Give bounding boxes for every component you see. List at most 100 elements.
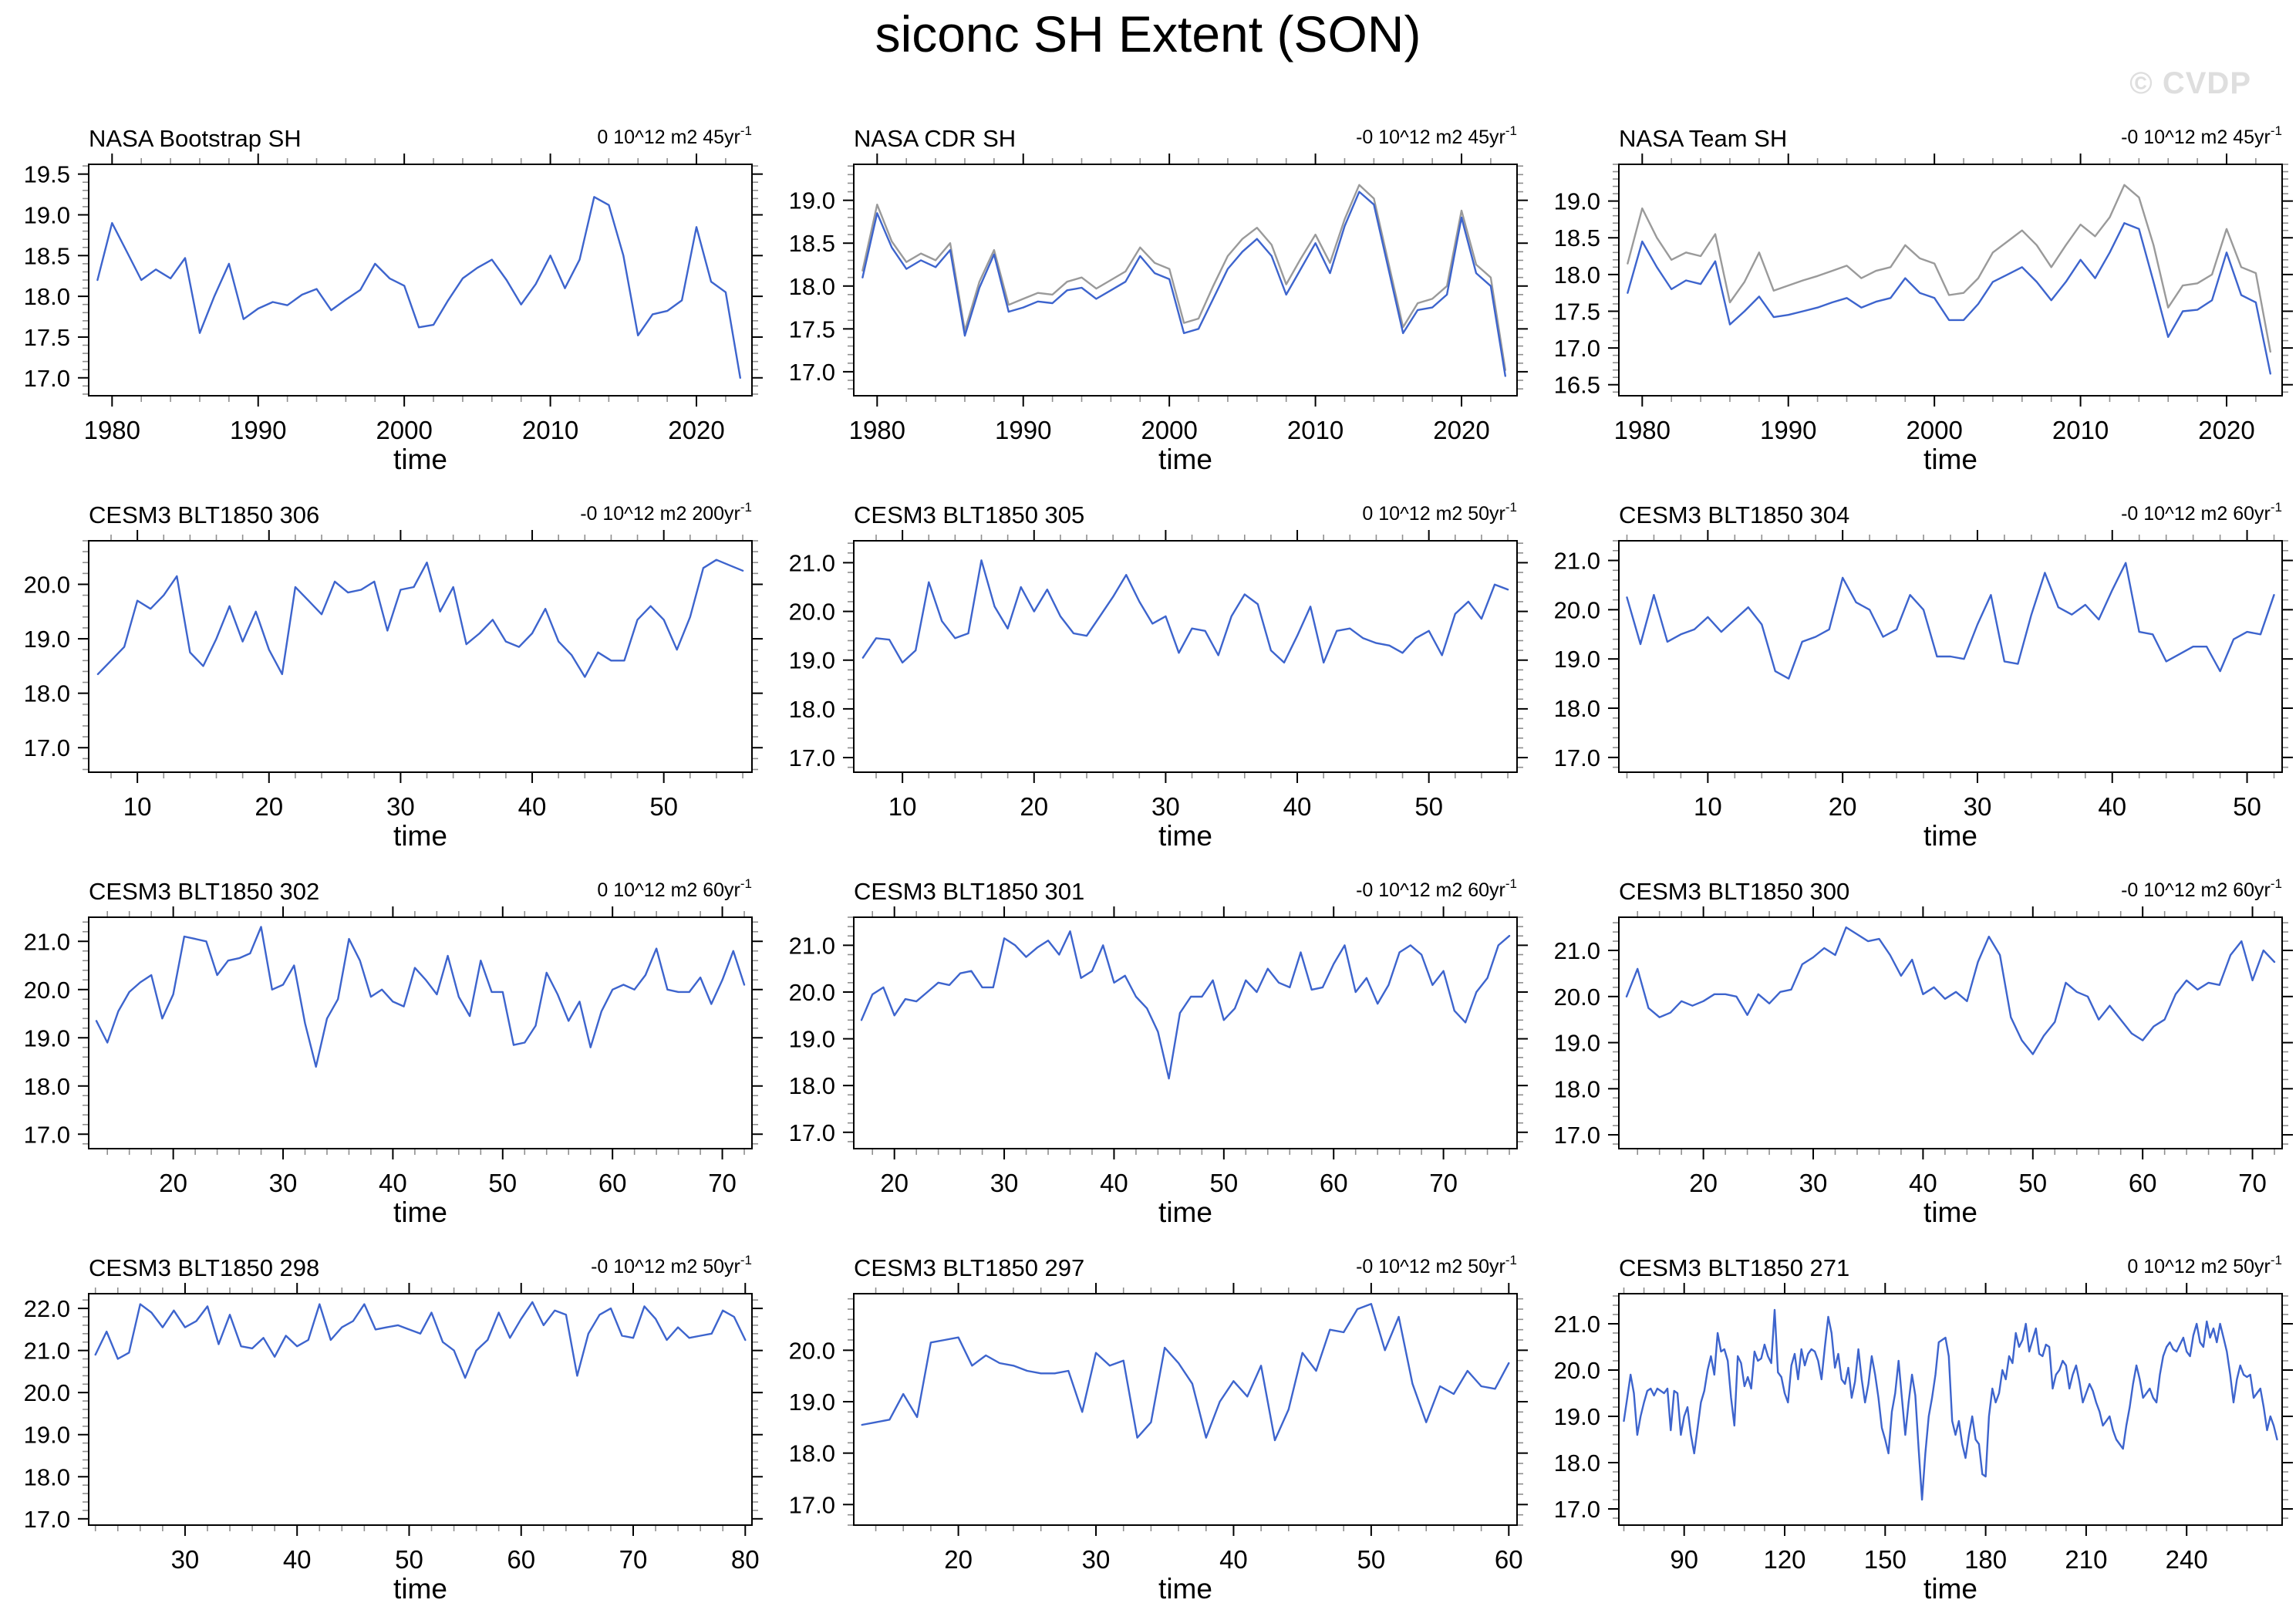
plot-frame [853, 916, 1518, 1149]
y-tick-label: 17.0 [24, 1121, 70, 1148]
chart-cesm3-blt1850-302: 20 30 40 50 60 70 17.0 18.0 19.0 20.0 21.0 CESM3 BL… [24, 876, 763, 1228]
y-tick-label: 21.0 [1554, 1311, 1600, 1338]
y-tick-label: 19.0 [1554, 1403, 1600, 1430]
x-tick-label: 20 [255, 792, 283, 821]
chart-cesm3-blt1850-271: 90 120 150 180 210 240 17.0 18.0 19.0 20.0 21.0 CES… [1554, 1253, 2293, 1605]
x-tick-label: 240 [2166, 1545, 2208, 1574]
series-extent-gray [1627, 184, 2271, 353]
trend-units-label: -0 10^12 m2 50yr-1 [1356, 1253, 1517, 1277]
plot-frame [88, 540, 753, 773]
y-tick-label: 18.0 [24, 1463, 70, 1490]
x-tick-label: 60 [2129, 1169, 2157, 1197]
y-tick-label: 18.5 [1554, 224, 1600, 251]
x-tick-label: 30 [269, 1169, 298, 1197]
plot-frame [853, 1293, 1518, 1526]
y-tick-label: 19.0 [24, 1422, 70, 1449]
plot-frame [1618, 1293, 2283, 1526]
panel-title: CESM3 BLT1850 304 [1619, 501, 1849, 528]
y-tick-label: 18.0 [789, 1440, 835, 1467]
x-tick-label: 10 [123, 792, 152, 821]
y-tick-label: 19.0 [1554, 188, 1600, 215]
x-tick-label: 70 [619, 1545, 648, 1574]
y-tick-label: 20.0 [24, 977, 70, 1004]
x-axis-label: time [1158, 1196, 1212, 1228]
y-tick-label: 18.0 [1554, 1450, 1600, 1477]
x-tick-label: 2020 [2198, 416, 2254, 444]
plot-frame [853, 164, 1518, 397]
chart-cesm3-blt1850-298: 30 40 50 60 70 80 17.0 18.0 19.0 20.0 21.0 22.0 CESM… [24, 1253, 763, 1605]
x-tick-label: 50 [488, 1169, 517, 1197]
x-tick-label: 70 [2238, 1169, 2267, 1197]
y-tick-label: 17.5 [1554, 298, 1600, 325]
panel-cesm3-blt1850-306: 10 20 30 40 50 17.0 18.0 19.0 20.0 CESM3 BLT1850 … [0, 491, 765, 867]
plot-frame [88, 1293, 753, 1526]
trend-units-label: -0 10^12 m2 60yr-1 [2121, 500, 2282, 525]
panel-title: CESM3 BLT1850 302 [89, 878, 319, 905]
y-tick-label: 20.0 [789, 979, 835, 1006]
y-tick-label: 19.5 [24, 161, 70, 188]
x-tick-label: 20 [944, 1545, 973, 1574]
cvdp-watermark: © CVDP [2129, 66, 2251, 100]
x-tick-label: 40 [2098, 792, 2126, 821]
series-extent-blue [96, 196, 741, 379]
y-tick-label: 18.0 [24, 283, 70, 310]
x-tick-label: 1980 [1614, 416, 1671, 444]
x-tick-label: 70 [708, 1169, 737, 1197]
x-tick-label: 2000 [1906, 416, 1962, 444]
y-tick-label: 20.0 [1554, 596, 1600, 623]
x-tick-label: 40 [283, 1545, 312, 1574]
y-tick-label: 19.0 [789, 1389, 835, 1416]
y-tick-label: 18.5 [24, 242, 70, 269]
x-tick-label: 150 [1864, 1545, 1907, 1574]
y-tick-label: 17.0 [789, 359, 835, 386]
x-tick-label: 1990 [230, 416, 286, 444]
y-tick-label: 17.0 [1554, 335, 1600, 362]
y-tick-label: 19.0 [24, 1024, 70, 1051]
trend-units-label: 0 10^12 m2 45yr-1 [597, 123, 752, 148]
series-extent-blue [1625, 926, 2276, 1055]
x-tick-label: 10 [1694, 792, 1722, 821]
trend-units-label: -0 10^12 m2 60yr-1 [2121, 876, 2282, 901]
x-axis-label: time [393, 1196, 447, 1228]
panel-cesm3-blt1850-301: 20 30 40 50 60 70 17.0 18.0 19.0 20.0 21.0 CESM3 BL… [765, 867, 1530, 1244]
series-extent-gray [861, 184, 1506, 371]
y-tick-label: 18.0 [789, 1072, 835, 1099]
trend-units-label: 0 10^12 m2 50yr-1 [1362, 500, 1517, 525]
y-tick-label: 18.0 [1554, 695, 1600, 722]
series-extent-blue [96, 559, 744, 678]
x-tick-label: 40 [1219, 1545, 1248, 1574]
y-tick-label: 19.0 [24, 626, 70, 653]
x-axis-label: time [1923, 820, 1977, 852]
panel-nasa-team-sh: 1980 1990 2000 2010 2020 16.5 17.0 17.5 18.0 18.5… [1530, 114, 2295, 491]
x-axis-label: time [1923, 1196, 1977, 1228]
x-tick-label: 50 [2018, 1169, 2047, 1197]
chart-cesm3-blt1850-301: 20 30 40 50 60 70 17.0 18.0 19.0 20.0 21.0 CESM3 BL… [789, 876, 1528, 1228]
series-extent-blue [861, 1303, 1510, 1442]
y-tick-label: 19.0 [24, 201, 70, 228]
y-tick-label: 17.0 [789, 1491, 835, 1518]
x-tick-label: 120 [1763, 1545, 1805, 1574]
x-tick-label: 10 [888, 792, 917, 821]
chart-nasa-team-sh: 1980 1990 2000 2010 2020 16.5 17.0 17.5 18.0 18.5… [1554, 123, 2293, 475]
chart-cesm3-blt1850-300: 20 30 40 50 60 70 17.0 18.0 19.0 20.0 21.0 CESM3 BL… [1554, 876, 2293, 1228]
x-axis-label: time [1158, 444, 1212, 475]
x-tick-label: 1980 [84, 416, 140, 444]
x-tick-label: 210 [2065, 1545, 2107, 1574]
x-axis-label: time [1923, 444, 1977, 475]
series-extent-blue [1623, 1308, 2278, 1501]
y-tick-label: 21.0 [789, 932, 835, 959]
x-tick-label: 50 [2233, 792, 2261, 821]
y-tick-label: 20.0 [1554, 984, 1600, 1011]
x-axis-label: time [1158, 1573, 1212, 1605]
y-tick-label: 16.5 [1554, 372, 1600, 399]
y-tick-label: 21.0 [24, 928, 70, 955]
x-tick-label: 50 [395, 1545, 423, 1574]
y-tick-label: 22.0 [24, 1295, 70, 1322]
x-tick-label: 60 [1320, 1169, 1348, 1197]
plot-frame [1618, 916, 2283, 1149]
x-tick-label: 40 [1909, 1169, 1937, 1197]
y-tick-label: 18.0 [789, 696, 835, 723]
x-tick-label: 2000 [1141, 416, 1197, 444]
plot-frame [88, 164, 753, 397]
chart-cesm3-blt1850-297: 20 30 40 50 60 17.0 18.0 19.0 20.0 CESM3 BLT1850 … [789, 1253, 1528, 1605]
